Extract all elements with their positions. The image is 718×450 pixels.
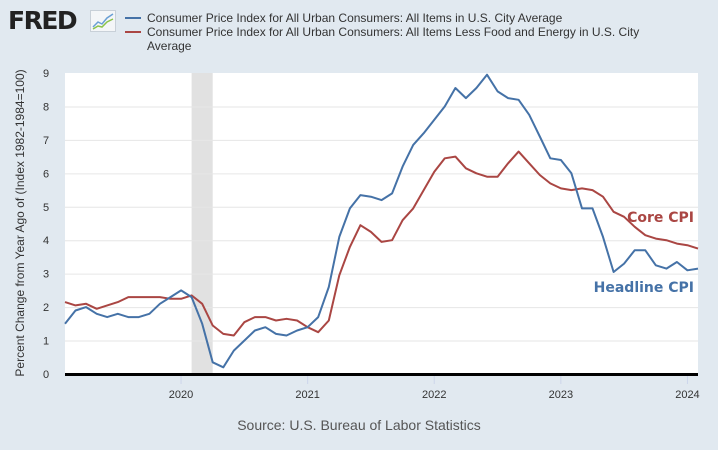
legend-label-core: Consumer Price Index for All Urban Consu… xyxy=(147,25,640,53)
y-tick-label: 5 xyxy=(43,202,49,214)
y-tick-label: 9 xyxy=(43,68,49,80)
y-tick-label: 4 xyxy=(43,235,49,247)
legend-swatch-headline xyxy=(125,17,141,19)
x-tick-label: 2020 xyxy=(169,389,193,401)
x-tick-label: 2023 xyxy=(549,389,573,401)
legend-swatch-core xyxy=(125,31,141,33)
y-tick-label: 2 xyxy=(43,302,49,314)
plot-area xyxy=(65,73,698,374)
x-tick-label: 2024 xyxy=(675,389,699,401)
core-cpi-line xyxy=(64,150,699,337)
core-cpi-annotation: Core CPI xyxy=(627,210,694,226)
y-tick-label: 0 xyxy=(43,369,49,381)
x-tick-label: 2021 xyxy=(295,389,319,401)
legend-label-headline: Consumer Price Index for All Urban Consu… xyxy=(147,11,563,25)
y-tick-label: 8 xyxy=(43,101,49,113)
line-chart-icon xyxy=(90,10,116,32)
y-tick-label: 3 xyxy=(43,269,49,281)
recession-shading xyxy=(191,73,213,374)
headline-cpi-annotation: Headline CPI xyxy=(594,280,694,296)
chart-legend: Consumer Price Index for All Urban Consu… xyxy=(125,11,682,53)
y-tick-label: 7 xyxy=(43,135,49,147)
x-tick-label: 2022 xyxy=(422,389,446,401)
legend-item-headline: Consumer Price Index for All Urban Consu… xyxy=(125,11,682,25)
y-tick-label: 6 xyxy=(43,168,49,180)
source-note: Source: U.S. Bureau of Labor Statistics xyxy=(237,417,481,433)
headline-cpi-line xyxy=(64,73,699,369)
legend-item-core: Consumer Price Index for All Urban Consu… xyxy=(125,25,682,53)
y-axis-label: Percent Change from Year Ago of (Index 1… xyxy=(13,69,27,376)
y-tick-label: 1 xyxy=(43,336,49,348)
fred-logo: FRED xyxy=(8,6,78,35)
